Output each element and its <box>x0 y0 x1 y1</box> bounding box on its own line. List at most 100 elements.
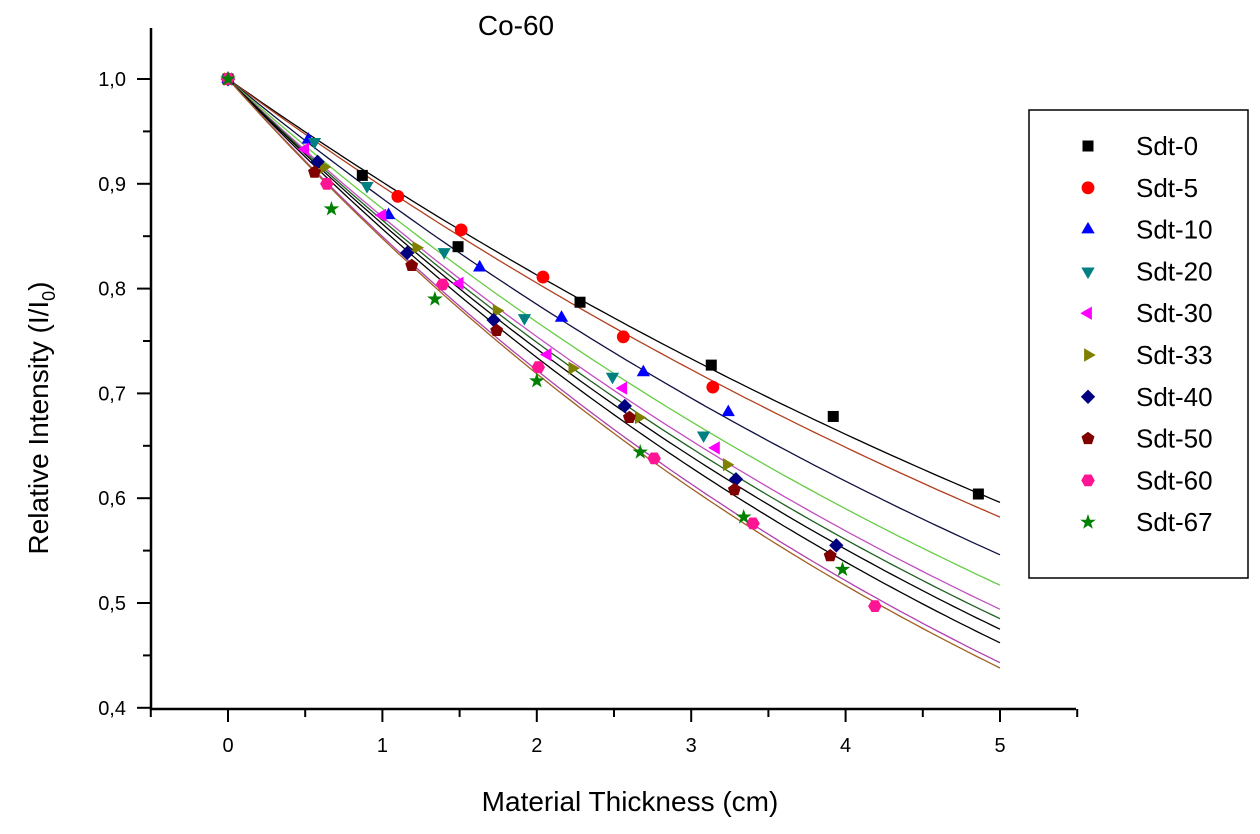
data-point <box>391 189 405 203</box>
data-point <box>708 441 720 455</box>
legend-item-sdt-33: Sdt-33 <box>1084 340 1213 370</box>
fit-curve-sdt-0 <box>227 78 1001 504</box>
data-point <box>721 404 735 417</box>
x-axis-title: Material Thickness (cm) <box>482 786 779 817</box>
y-tick-label: 0,9 <box>98 174 126 196</box>
series-sdt-10 <box>221 71 735 417</box>
y-tick-label: 0,8 <box>98 279 126 301</box>
data-point <box>307 137 322 150</box>
legend-item-sdt-20: Sdt-20 <box>1081 256 1213 286</box>
data-point <box>427 290 443 306</box>
legend-label: Sdt-30 <box>1136 298 1213 328</box>
data-point <box>568 361 580 375</box>
data-point <box>454 223 468 237</box>
data-point <box>517 314 532 326</box>
fit-curve-sdt-67 <box>227 78 1001 669</box>
data-point <box>452 241 464 253</box>
data-point <box>399 245 415 261</box>
data-point <box>728 472 744 487</box>
y-tick-label: 0,7 <box>98 383 126 405</box>
fit-curve-sdt-50 <box>227 78 1001 644</box>
legend-item-sdt-10: Sdt-10 <box>1081 215 1213 245</box>
fit-curves <box>227 78 1001 669</box>
legend-label: Sdt-0 <box>1136 131 1198 161</box>
triangle-left-marker-icon <box>1080 306 1092 320</box>
diamond-marker-icon <box>1080 389 1096 404</box>
fit-curve-sdt-30 <box>227 78 1001 610</box>
data-point <box>735 508 752 524</box>
data-point <box>722 458 735 472</box>
data-point <box>490 323 504 337</box>
data-point <box>827 410 839 422</box>
data-point <box>746 517 760 530</box>
fit-curve-sdt-20 <box>227 78 1001 586</box>
data-point <box>705 359 717 371</box>
legend-label: Sdt-33 <box>1136 340 1213 370</box>
data-points <box>220 70 984 612</box>
square-marker-icon <box>1082 140 1094 152</box>
data-point <box>451 276 464 290</box>
legend-item-sdt-40: Sdt-40 <box>1080 382 1213 412</box>
legend-item-sdt-50: Sdt-50 <box>1081 424 1213 454</box>
data-point <box>297 142 310 156</box>
data-point <box>727 483 741 496</box>
series-sdt-30 <box>220 72 720 455</box>
series-sdt-60 <box>221 73 882 612</box>
x-tick-label: 2 <box>531 735 542 757</box>
legend-label: Sdt-40 <box>1136 382 1213 412</box>
fit-curve-sdt-40 <box>227 78 1001 630</box>
legend: Sdt-0 Sdt-5 Sdt-10 Sdt-20 Sdt-30 Sdt-33 Sdt-40… <box>1028 109 1249 579</box>
legend-label: Sdt-5 <box>1136 173 1198 203</box>
fit-curve-sdt-5 <box>227 78 1001 518</box>
data-point <box>696 431 711 443</box>
data-point <box>374 208 387 222</box>
data-point <box>531 361 546 374</box>
data-point <box>823 549 837 562</box>
triangle-up-marker-icon <box>1081 221 1095 234</box>
series-sdt-67 <box>220 70 851 576</box>
data-point <box>405 258 419 272</box>
data-point <box>574 296 586 308</box>
data-point <box>868 600 882 612</box>
data-point <box>308 165 321 178</box>
x-tick-label: 0 <box>222 735 233 757</box>
series-sdt-0 <box>222 73 984 500</box>
x-axis-ticks: 0 1 2 3 4 5 <box>149 709 1079 757</box>
triangle-right-marker-icon <box>1084 348 1096 362</box>
legend-item-sdt-0: Sdt-0 <box>1082 131 1198 161</box>
data-point <box>632 443 649 459</box>
data-point <box>647 452 661 465</box>
legend-label: Sdt-10 <box>1136 215 1213 245</box>
y-axis-ticks: 0,4 0,5 0,6 0,7 0,8 0,9 1,0 <box>98 69 151 720</box>
hexagon-marker-icon <box>1081 474 1095 487</box>
legend-label: Sdt-20 <box>1136 256 1213 286</box>
data-point <box>437 248 451 260</box>
data-point <box>554 310 569 322</box>
data-point <box>320 177 334 190</box>
legend-item-sdt-60: Sdt-60 <box>1081 465 1213 495</box>
data-point <box>972 488 984 500</box>
data-point <box>486 312 501 328</box>
legend-label: Sdt-67 <box>1136 507 1213 537</box>
legend-box <box>1028 109 1249 579</box>
data-point <box>412 241 425 255</box>
x-tick-label: 1 <box>377 735 388 757</box>
x-tick-label: 3 <box>686 735 697 757</box>
data-point <box>605 372 620 385</box>
triangle-down-marker-icon <box>1081 267 1095 280</box>
fit-curve-sdt-10 <box>227 78 1001 556</box>
legend-label: Sdt-60 <box>1136 465 1213 495</box>
data-point <box>536 270 550 284</box>
data-point <box>492 303 505 318</box>
data-point <box>829 538 844 553</box>
x-tick-label: 4 <box>840 735 851 757</box>
data-point <box>360 181 374 194</box>
data-point <box>356 169 368 181</box>
y-tick-label: 0,4 <box>98 698 126 720</box>
series-sdt-33 <box>224 72 735 472</box>
data-point <box>636 364 650 377</box>
circle-marker-icon <box>1081 181 1095 195</box>
data-point <box>834 561 851 576</box>
y-tick-label: 0,5 <box>98 593 126 615</box>
